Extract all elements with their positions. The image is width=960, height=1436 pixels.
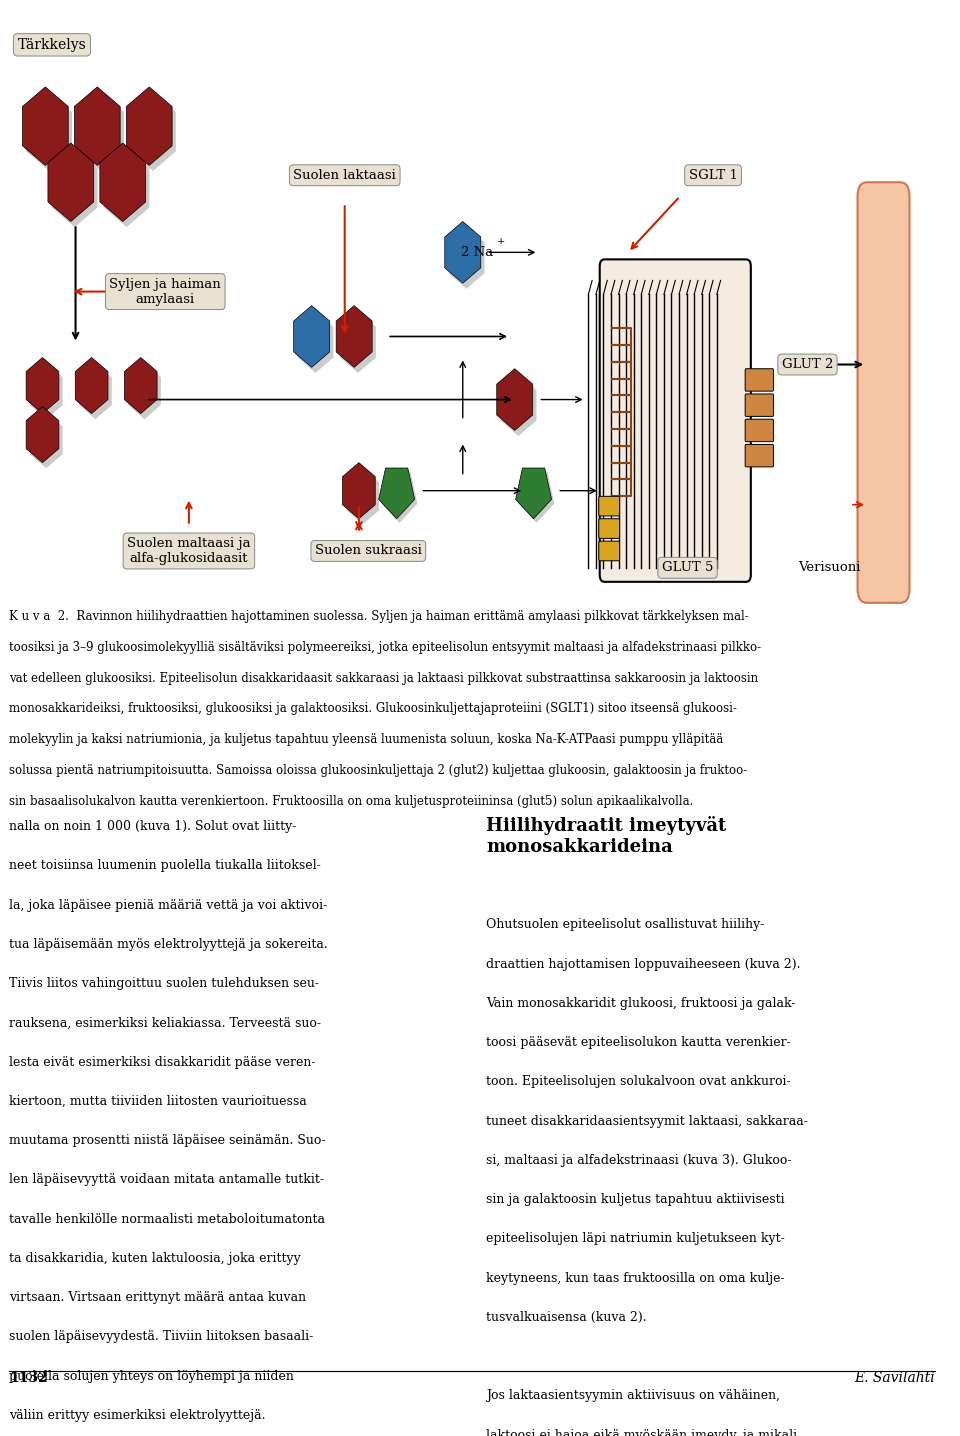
FancyBboxPatch shape (745, 444, 774, 467)
Text: suolen läpäisevyydestä. Tiiviin liitoksen basaali-: suolen läpäisevyydestä. Tiiviin liitokse… (10, 1331, 314, 1344)
Text: K u v a  2.  Ravinnon hiilihydraattien hajottaminen suolessa. Syljen ja haiman e: K u v a 2. Ravinnon hiilihydraattien haj… (10, 610, 749, 623)
Text: sin ja galaktoosin kuljetus tapahtuu aktiivisesti: sin ja galaktoosin kuljetus tapahtuu akt… (487, 1193, 785, 1206)
FancyBboxPatch shape (600, 260, 751, 582)
Polygon shape (100, 144, 146, 221)
Text: Vain monosakkaridit glukoosi, fruktoosi ja galak-: Vain monosakkaridit glukoosi, fruktoosi … (487, 997, 796, 1010)
Polygon shape (294, 306, 329, 368)
Text: len läpäisevyyttä voidaan mitata antamalle tutkit-: len läpäisevyyttä voidaan mitata antamal… (10, 1173, 324, 1186)
Polygon shape (518, 472, 555, 523)
Polygon shape (74, 88, 120, 165)
Text: toosiksi ja 3–9 glukoosimolekyylliä sisältäviksi polymeereiksi, jotka epiteeliso: toosiksi ja 3–9 glukoosimolekyylliä sisä… (10, 640, 761, 653)
Polygon shape (298, 312, 333, 373)
Text: väliin erittyy esimerkiksi elektrolyyttejä.: väliin erittyy esimerkiksi elektrolyytte… (10, 1409, 266, 1422)
Polygon shape (336, 306, 372, 368)
Text: GLUT 2: GLUT 2 (781, 358, 833, 370)
Polygon shape (75, 358, 108, 414)
Polygon shape (125, 358, 157, 414)
Text: la, joka läpäisee pieniä määriä vettä ja voi aktivoi-: la, joka läpäisee pieniä määriä vettä ja… (10, 899, 327, 912)
FancyBboxPatch shape (745, 419, 774, 442)
Polygon shape (128, 363, 161, 419)
Polygon shape (444, 221, 481, 283)
Text: toosi pääsevät epiteelisolukon kautta verenkier-: toosi pääsevät epiteelisolukon kautta ve… (487, 1035, 791, 1050)
Text: Tiivis liitos vahingoittuu suolen tulehduksen seu-: Tiivis liitos vahingoittuu suolen tulehd… (10, 976, 320, 991)
Polygon shape (340, 312, 376, 373)
Text: 2 Na: 2 Na (461, 246, 493, 258)
Text: keytyneens, kun taas fruktoosilla on oma kulje-: keytyneens, kun taas fruktoosilla on oma… (487, 1272, 785, 1285)
Polygon shape (22, 88, 68, 165)
Polygon shape (131, 92, 176, 171)
Text: si, maltaasi ja alfadekstrinaasi (kuva 3). Glukoo-: si, maltaasi ja alfadekstrinaasi (kuva 3… (487, 1155, 792, 1167)
Text: tuneet disakkaridaasientsyymit laktaasi, sakkaraa-: tuneet disakkaridaasientsyymit laktaasi,… (487, 1114, 808, 1127)
Polygon shape (516, 468, 552, 518)
Polygon shape (343, 462, 375, 518)
Polygon shape (79, 363, 111, 419)
Text: tusvalkuaisensa (kuva 2).: tusvalkuaisensa (kuva 2). (487, 1311, 647, 1324)
Polygon shape (500, 375, 537, 437)
Polygon shape (26, 92, 72, 171)
Text: laktoosi ei hajoa eikä myöskään imeydy, ja mikali: laktoosi ei hajoa eikä myöskään imeydy, … (487, 1429, 798, 1436)
Polygon shape (381, 472, 418, 523)
Text: nalla on noin 1 000 (kuva 1). Solut ovat liitty-: nalla on noin 1 000 (kuva 1). Solut ovat… (10, 820, 297, 833)
Text: E. Savilahti: E. Savilahti (854, 1371, 935, 1386)
Text: +: + (496, 237, 505, 246)
Polygon shape (26, 358, 59, 414)
Text: molekyylin ja kaksi natriumionia, ja kuljetus tapahtuu yleensä luumenista soluun: molekyylin ja kaksi natriumionia, ja kul… (10, 734, 724, 747)
Text: Syljen ja haiman
amylaasi: Syljen ja haiman amylaasi (109, 277, 221, 306)
Text: 1132: 1132 (10, 1371, 48, 1386)
Polygon shape (30, 363, 62, 419)
FancyBboxPatch shape (599, 541, 619, 561)
Text: kiertoon, mutta tiiviiden liitosten vaurioituessa: kiertoon, mutta tiiviiden liitosten vaur… (10, 1096, 307, 1109)
Text: Tärkkelys: Tärkkelys (17, 37, 86, 52)
FancyBboxPatch shape (857, 182, 909, 603)
Polygon shape (496, 369, 533, 431)
FancyBboxPatch shape (599, 518, 619, 538)
Polygon shape (127, 88, 172, 165)
FancyBboxPatch shape (599, 497, 619, 516)
Text: vat edelleen glukoosiksi. Epiteelisolun disakkaridaasit sakkaraasi ja laktaasi p: vat edelleen glukoosiksi. Epiteelisolun … (10, 672, 758, 685)
Text: epiteelisolujen läpi natriumin kuljetukseen kyt-: epiteelisolujen läpi natriumin kuljetuks… (487, 1232, 785, 1245)
Polygon shape (52, 148, 98, 227)
Text: virtsaan. Virtsaan erittynyt määrä antaa kuvan: virtsaan. Virtsaan erittynyt määrä antaa… (10, 1291, 306, 1304)
Polygon shape (78, 92, 124, 171)
Polygon shape (347, 468, 379, 524)
Text: neet toisiinsa luumenin puolella tiukalla liitoksel-: neet toisiinsa luumenin puolella tiukall… (10, 859, 322, 873)
Polygon shape (104, 148, 150, 227)
Text: sin basaalisolukalvon kautta verenkiertoon. Fruktoosilla on oma kuljetusproteiin: sin basaalisolukalvon kautta verenkierto… (10, 796, 694, 808)
FancyBboxPatch shape (745, 369, 774, 391)
Text: lesta eivät esimerkiksi disakkaridit pääse veren-: lesta eivät esimerkiksi disakkaridit pää… (10, 1055, 316, 1068)
Text: draattien hajottamisen loppuvaiheeseen (kuva 2).: draattien hajottamisen loppuvaiheeseen (… (487, 958, 801, 971)
Text: solussa pientä natriumpitoisuutta. Samoissa oloissa glukoosinkuljettaja 2 (glut2: solussa pientä natriumpitoisuutta. Samoi… (10, 764, 748, 777)
Text: muutama prosentti niistä läpäisee seinämän. Suo-: muutama prosentti niistä läpäisee seinäm… (10, 1134, 326, 1147)
Text: SGLT 1: SGLT 1 (688, 169, 737, 182)
Text: tavalle henkilölle normaalisti metaboloitumatonta: tavalle henkilölle normaalisti metaboloi… (10, 1213, 325, 1226)
Polygon shape (48, 144, 94, 221)
Text: Hiilihydraatit imeytyvät
monosakkarideina: Hiilihydraatit imeytyvät monosakkaridein… (487, 816, 727, 856)
FancyBboxPatch shape (745, 393, 774, 416)
Text: Suolen laktaasi: Suolen laktaasi (294, 169, 396, 182)
Text: ta disakkaridia, kuten laktuloosia, joka erittyy: ta disakkaridia, kuten laktuloosia, joka… (10, 1252, 301, 1265)
Polygon shape (26, 406, 59, 462)
Polygon shape (378, 468, 415, 518)
Text: tua läpäisemään myös elektrolyyttejä ja sokereita.: tua läpäisemään myös elektrolyyttejä ja … (10, 938, 328, 951)
Text: toon. Epiteelisolujen solukalvoon ovat ankkuroi-: toon. Epiteelisolujen solukalvoon ovat a… (487, 1076, 791, 1088)
Text: monosakkarideiksi, fruktoosiksi, glukoosiksi ja galaktoosiksi. Glukoosinkuljetta: monosakkarideiksi, fruktoosiksi, glukoos… (10, 702, 737, 715)
Text: Suolen maltaasi ja
alfa-glukosidaasit: Suolen maltaasi ja alfa-glukosidaasit (127, 537, 251, 564)
Text: Jos laktaasientsyymin aktiivisuus on vähäinen,: Jos laktaasientsyymin aktiivisuus on väh… (487, 1390, 780, 1403)
Text: Verisuoni: Verisuoni (798, 561, 860, 574)
Text: puolella solujen yhteys on löyhempi ja niiden: puolella solujen yhteys on löyhempi ja n… (10, 1370, 295, 1383)
Text: GLUT 5: GLUT 5 (661, 561, 713, 574)
Polygon shape (448, 227, 485, 289)
Polygon shape (30, 412, 62, 468)
Text: Ohutsuolen epiteelisolut osallistuvat hiilihy-: Ohutsuolen epiteelisolut osallistuvat hi… (487, 918, 765, 932)
Text: Suolen sukraasi: Suolen sukraasi (315, 544, 421, 557)
Text: rauksena, esimerkiksi keliakiassa. Terveestä suo-: rauksena, esimerkiksi keliakiassa. Terve… (10, 1017, 322, 1030)
